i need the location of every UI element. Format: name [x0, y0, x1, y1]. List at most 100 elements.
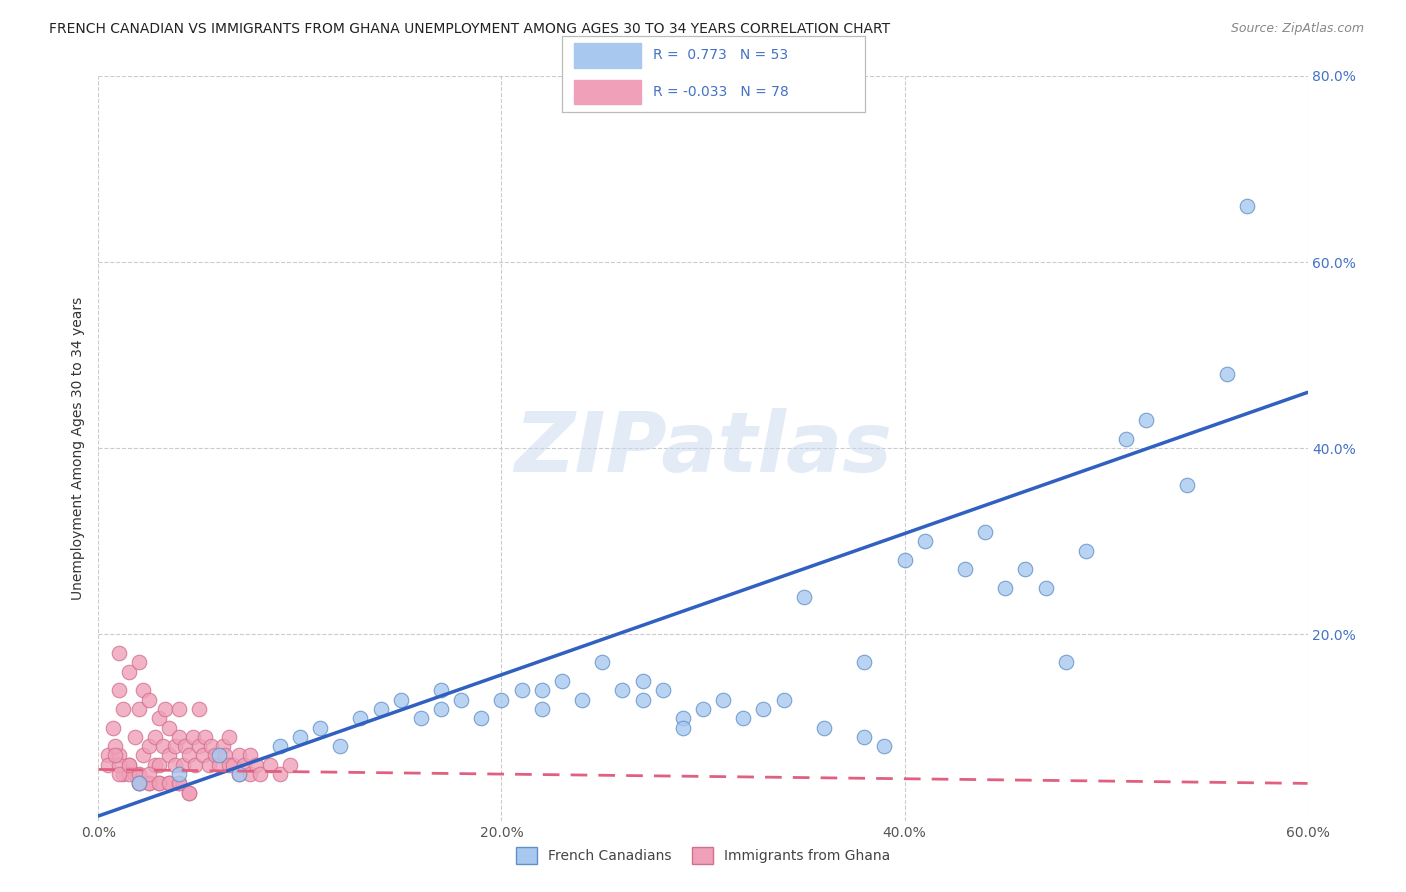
Legend: French Canadians, Immigrants from Ghana: French Canadians, Immigrants from Ghana	[510, 841, 896, 870]
Point	[631, 692, 654, 706]
Point	[222, 757, 245, 772]
Text: FRENCH CANADIAN VS IMMIGRANTS FROM GHANA UNEMPLOYMENT AMONG AGES 30 TO 34 YEARS : FRENCH CANADIAN VS IMMIGRANTS FROM GHANA…	[49, 22, 890, 37]
Point	[157, 748, 180, 763]
Point	[111, 767, 134, 781]
Point	[179, 786, 201, 800]
Point	[450, 692, 472, 706]
Text: R =  0.773   N = 53: R = 0.773 N = 53	[652, 48, 789, 62]
Point	[370, 702, 392, 716]
Point	[128, 776, 150, 790]
Point	[259, 757, 281, 772]
Text: R = -0.033   N = 78: R = -0.033 N = 78	[652, 85, 789, 99]
Point	[138, 776, 160, 790]
Point	[200, 739, 222, 753]
Point	[893, 553, 915, 567]
Point	[212, 739, 235, 753]
Point	[530, 702, 553, 716]
Point	[97, 757, 120, 772]
Point	[138, 776, 160, 790]
Point	[631, 673, 654, 688]
Point	[228, 748, 250, 763]
Point	[118, 757, 141, 772]
Point	[124, 767, 146, 781]
Point	[128, 767, 150, 781]
Point	[148, 711, 170, 725]
Point	[470, 711, 492, 725]
Point	[103, 748, 125, 763]
Bar	[575, 44, 641, 68]
Point	[107, 646, 129, 660]
Point	[174, 739, 197, 753]
Point	[188, 702, 211, 716]
Point	[218, 730, 240, 744]
Point	[571, 692, 593, 706]
Point	[873, 739, 896, 753]
Point	[138, 767, 160, 781]
Point	[167, 767, 190, 781]
Point	[1175, 478, 1198, 492]
Point	[128, 656, 150, 670]
Point	[994, 581, 1017, 595]
Point	[163, 757, 186, 772]
Point	[138, 692, 160, 706]
Bar	[575, 79, 641, 104]
Point	[118, 665, 141, 679]
Point	[128, 776, 150, 790]
Point	[193, 748, 215, 763]
Point	[103, 739, 125, 753]
Point	[1216, 367, 1239, 381]
Point	[530, 683, 553, 698]
Point	[1054, 656, 1077, 670]
Point	[430, 702, 453, 716]
Point	[672, 721, 695, 735]
Point	[228, 767, 250, 781]
Point	[143, 730, 166, 744]
Point	[232, 757, 254, 772]
Point	[269, 767, 291, 781]
Point	[711, 692, 734, 706]
Point	[124, 730, 146, 744]
Point	[793, 591, 815, 605]
Point	[853, 730, 876, 744]
Point	[349, 711, 371, 725]
Point	[184, 757, 207, 772]
Point	[733, 711, 755, 725]
Point	[329, 739, 352, 753]
Point	[157, 776, 180, 790]
Point	[612, 683, 634, 698]
Point	[228, 767, 250, 781]
Point	[752, 702, 775, 716]
Point	[1115, 432, 1137, 446]
Point	[128, 702, 150, 716]
Point	[107, 683, 129, 698]
Point	[1014, 562, 1036, 576]
Point	[672, 711, 695, 725]
Point	[179, 748, 201, 763]
Point	[179, 786, 201, 800]
Point	[111, 702, 134, 716]
Point	[138, 739, 160, 753]
Point	[974, 524, 997, 539]
Point	[143, 757, 166, 772]
Point	[152, 739, 174, 753]
Point	[167, 730, 190, 744]
Point	[269, 739, 291, 753]
Point	[208, 748, 231, 763]
Point	[551, 673, 574, 688]
Point	[430, 683, 453, 698]
Point	[167, 776, 190, 790]
Point	[148, 776, 170, 790]
Point	[208, 757, 231, 772]
Point	[692, 702, 714, 716]
Point	[218, 757, 240, 772]
Point	[239, 748, 262, 763]
Point	[1135, 413, 1157, 427]
Point	[813, 721, 835, 735]
Point	[591, 656, 613, 670]
Point	[953, 562, 976, 576]
Point	[214, 748, 236, 763]
Point	[1236, 199, 1258, 213]
Point	[1035, 581, 1057, 595]
Point	[181, 730, 204, 744]
Point	[651, 683, 673, 698]
